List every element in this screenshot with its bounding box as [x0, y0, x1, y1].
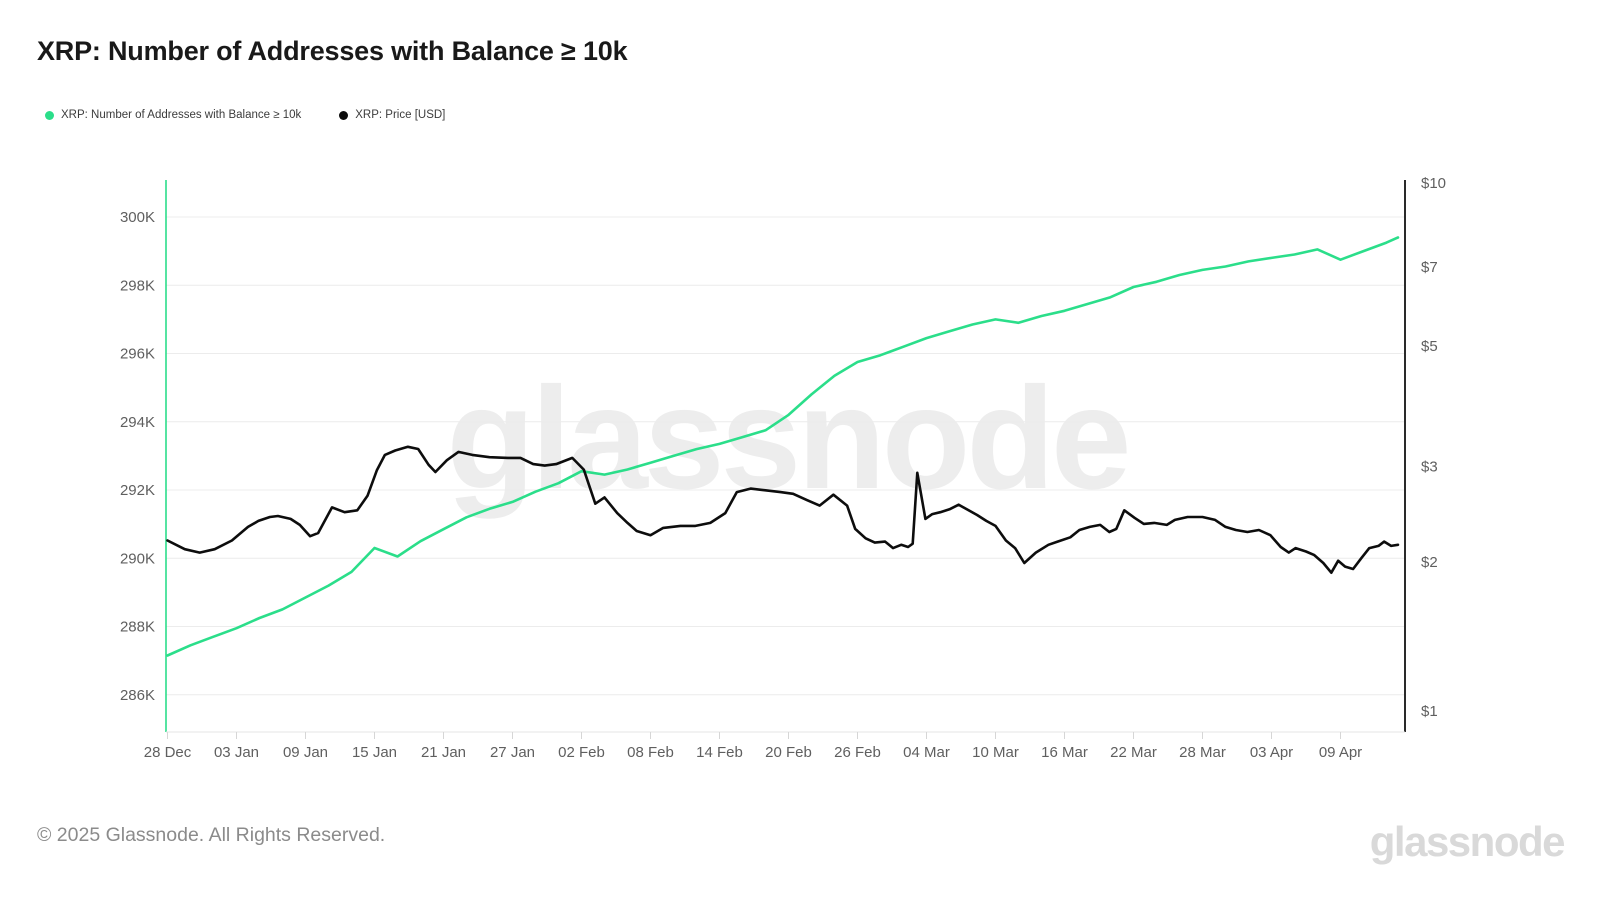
- addresses-line: [166, 236, 1400, 657]
- right-axis-tick-label: $5: [1421, 338, 1438, 355]
- left-axis-tick-label: 300K: [120, 209, 155, 226]
- right-axis-tick-label: $2: [1421, 554, 1438, 571]
- x-axis-label: 14 Feb: [696, 744, 743, 761]
- x-axis-label: 02 Feb: [558, 744, 605, 761]
- left-axis-tick-label: 298K: [120, 277, 155, 294]
- left-axis-tick-label: 288K: [120, 619, 155, 636]
- x-axis-label: 22 Mar: [1110, 744, 1157, 761]
- legend-dot-addresses-icon: [45, 110, 54, 120]
- legend: XRP: Number of Addresses with Balance ≥ …: [45, 109, 445, 121]
- plot-area[interactable]: [166, 180, 1405, 732]
- legend-dot-price-icon: [339, 110, 349, 120]
- price-line: [166, 445, 1400, 575]
- page-title: XRP: Number of Addresses with Balance ≥ …: [37, 36, 628, 66]
- right-axis-tick-label: $10: [1421, 175, 1446, 192]
- left-axis-tick-label: 290K: [120, 550, 155, 567]
- legend-label-price: XRP: Price [USD]: [355, 109, 446, 121]
- x-axis-label: 28 Mar: [1179, 744, 1226, 761]
- x-axis-label: 03 Apr: [1250, 744, 1293, 761]
- x-axis-label: 03 Jan: [214, 744, 259, 761]
- x-axis-label: 09 Apr: [1319, 744, 1362, 761]
- x-axis-label: 16 Mar: [1041, 744, 1088, 761]
- legend-label-addresses: XRP: Number of Addresses with Balance ≥ …: [61, 109, 302, 121]
- glassnode-logo: glassnode: [1369, 818, 1566, 865]
- left-axis-tick-label: 296K: [120, 346, 155, 363]
- x-axis-label: 15 Jan: [352, 744, 397, 761]
- legend-item-addresses[interactable]: XRP: Number of Addresses with Balance ≥ …: [45, 109, 301, 121]
- left-axis-tick-label: 292K: [120, 482, 155, 499]
- right-axis-tick-label: $7: [1421, 259, 1438, 276]
- right-axis-tick-label: $3: [1421, 458, 1438, 475]
- x-axis-label: 20 Feb: [765, 744, 812, 761]
- x-axis-label: 27 Jan: [490, 744, 535, 761]
- x-axis-label: 08 Feb: [627, 744, 674, 761]
- left-axis-tick-label: 286K: [120, 687, 155, 704]
- x-axis-label: 09 Jan: [283, 744, 328, 761]
- right-axis-tick-label: $1: [1421, 703, 1438, 720]
- x-axis-label: 26 Feb: [834, 744, 881, 761]
- left-axis-tick-label: 294K: [120, 414, 155, 431]
- x-axis-label: 10 Mar: [972, 744, 1019, 761]
- chart-canvas[interactable]: glassnode300K298K296K294K292K290K288K286…: [0, 0, 1600, 790]
- legend-item-price[interactable]: XRP: Price [USD]: [339, 109, 445, 121]
- x-axis-label: 04 Mar: [903, 744, 950, 761]
- x-axis-label: 28 Dec: [144, 744, 192, 761]
- x-axis-label: 21 Jan: [421, 744, 466, 761]
- copyright-text: © 2025 Glassnode. All Rights Reserved.: [37, 824, 386, 846]
